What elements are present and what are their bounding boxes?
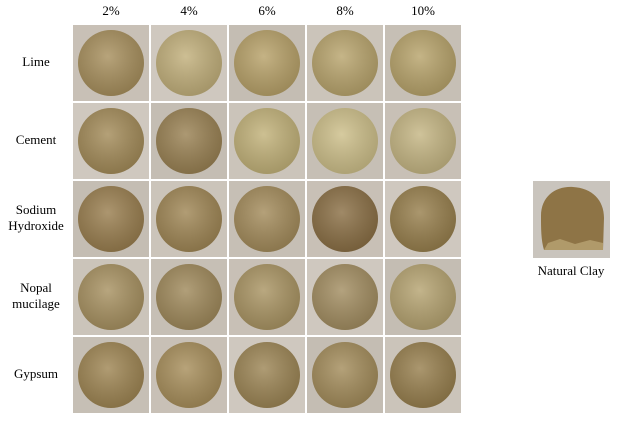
sample-photo [229,181,305,257]
sample-shading [234,186,300,252]
sample-shading [78,108,144,174]
row-label: Sodium [16,202,56,217]
reference-photo [533,181,610,258]
sample-shading [390,108,456,174]
sample-photo [307,25,383,101]
sample-shading [312,108,378,174]
sample-photo [151,181,227,257]
sample-shading [312,342,378,408]
sample-photo [151,103,227,179]
row-label: Gypsum [14,366,58,381]
sample-photo [73,259,149,335]
row-label: Cement [16,132,57,147]
sample-photo [73,181,149,257]
row-label: mucilage [12,296,60,311]
sample-photo [151,259,227,335]
sample-shading [78,342,144,408]
sample-photo [307,181,383,257]
row-label: Hydroxide [8,218,64,233]
sample-photo [73,337,149,413]
sample-shading [312,186,378,252]
sample-photo [385,103,461,179]
sample-shading [234,264,300,330]
reference-caption: Natural Clay [538,263,605,278]
sample-photo [229,337,305,413]
sample-shading [156,108,222,174]
sample-photo [385,337,461,413]
sample-shading [78,186,144,252]
sample-photo [73,25,149,101]
sample-shading [312,30,378,96]
column-label: 6% [258,3,276,18]
sample-shading [390,342,456,408]
sample-shading [78,264,144,330]
sample-photo [73,103,149,179]
sample-photo [229,103,305,179]
sample-photo [307,259,383,335]
row-label: Nopal [20,280,52,295]
sample-shading [390,186,456,252]
column-label: 10% [411,3,435,18]
sample-photo [229,25,305,101]
sample-disc [541,186,604,250]
sample-photo [307,103,383,179]
sample-shading [78,30,144,96]
sample-photo [229,259,305,335]
sample-shading [156,186,222,252]
sample-edge [544,239,603,250]
sample-shading [156,30,222,96]
sample-photo [151,337,227,413]
sample-shading [234,30,300,96]
row-label: Lime [22,54,50,69]
sample-shading [390,264,456,330]
column-label: 4% [180,3,198,18]
sample-shading [312,264,378,330]
sample-photo [385,181,461,257]
sample-photo [151,25,227,101]
sample-shading [156,342,222,408]
sample-photo [385,25,461,101]
sample-photo [385,259,461,335]
column-label: 2% [102,3,120,18]
sample-shading [390,30,456,96]
sample-shading [234,342,300,408]
column-label: 8% [336,3,354,18]
sample-shading [234,108,300,174]
sample-shading [156,264,222,330]
sample-photo [307,337,383,413]
